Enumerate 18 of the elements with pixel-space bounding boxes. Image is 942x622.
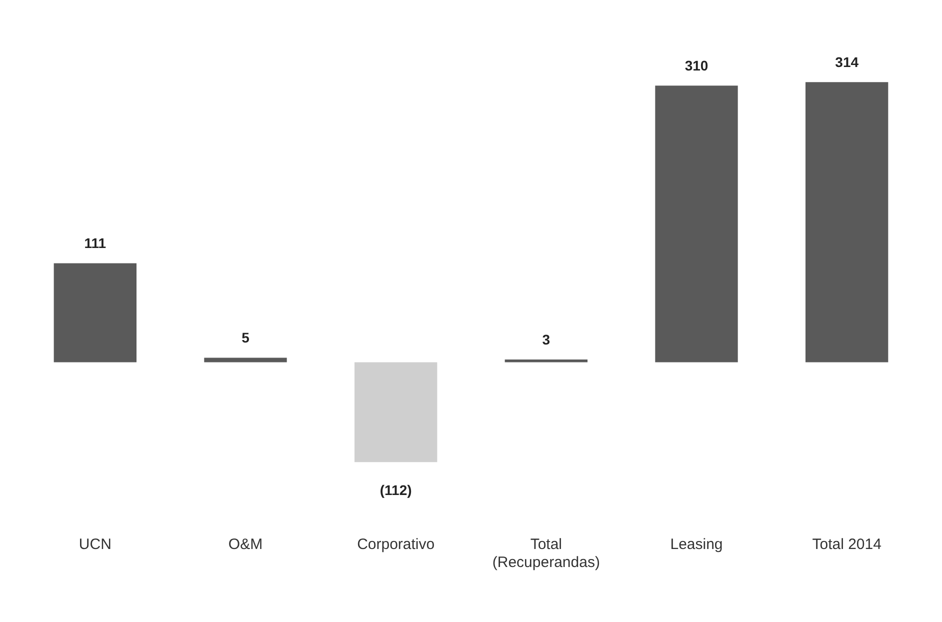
- bar: [504, 360, 588, 362]
- bar: [354, 362, 438, 462]
- bar: [204, 358, 287, 362]
- data-label: 314: [835, 54, 859, 70]
- x-tick-label: Leasing: [670, 536, 723, 554]
- x-tick-label: O&M: [228, 536, 263, 554]
- data-label: 3: [542, 331, 550, 348]
- data-label: (112): [380, 482, 412, 498]
- x-tick-label: Total (Recuperandas): [492, 536, 600, 572]
- x-tick-label: UCN: [78, 536, 112, 554]
- x-tick-label: Total 2014: [812, 536, 882, 554]
- data-label: 5: [242, 330, 250, 346]
- data-label: 111: [84, 235, 106, 252]
- data-label: 310: [684, 58, 708, 74]
- x-tick-label: Corporativo: [357, 536, 435, 554]
- bar: [54, 263, 137, 362]
- bar: [655, 86, 738, 362]
- bar: [805, 82, 888, 362]
